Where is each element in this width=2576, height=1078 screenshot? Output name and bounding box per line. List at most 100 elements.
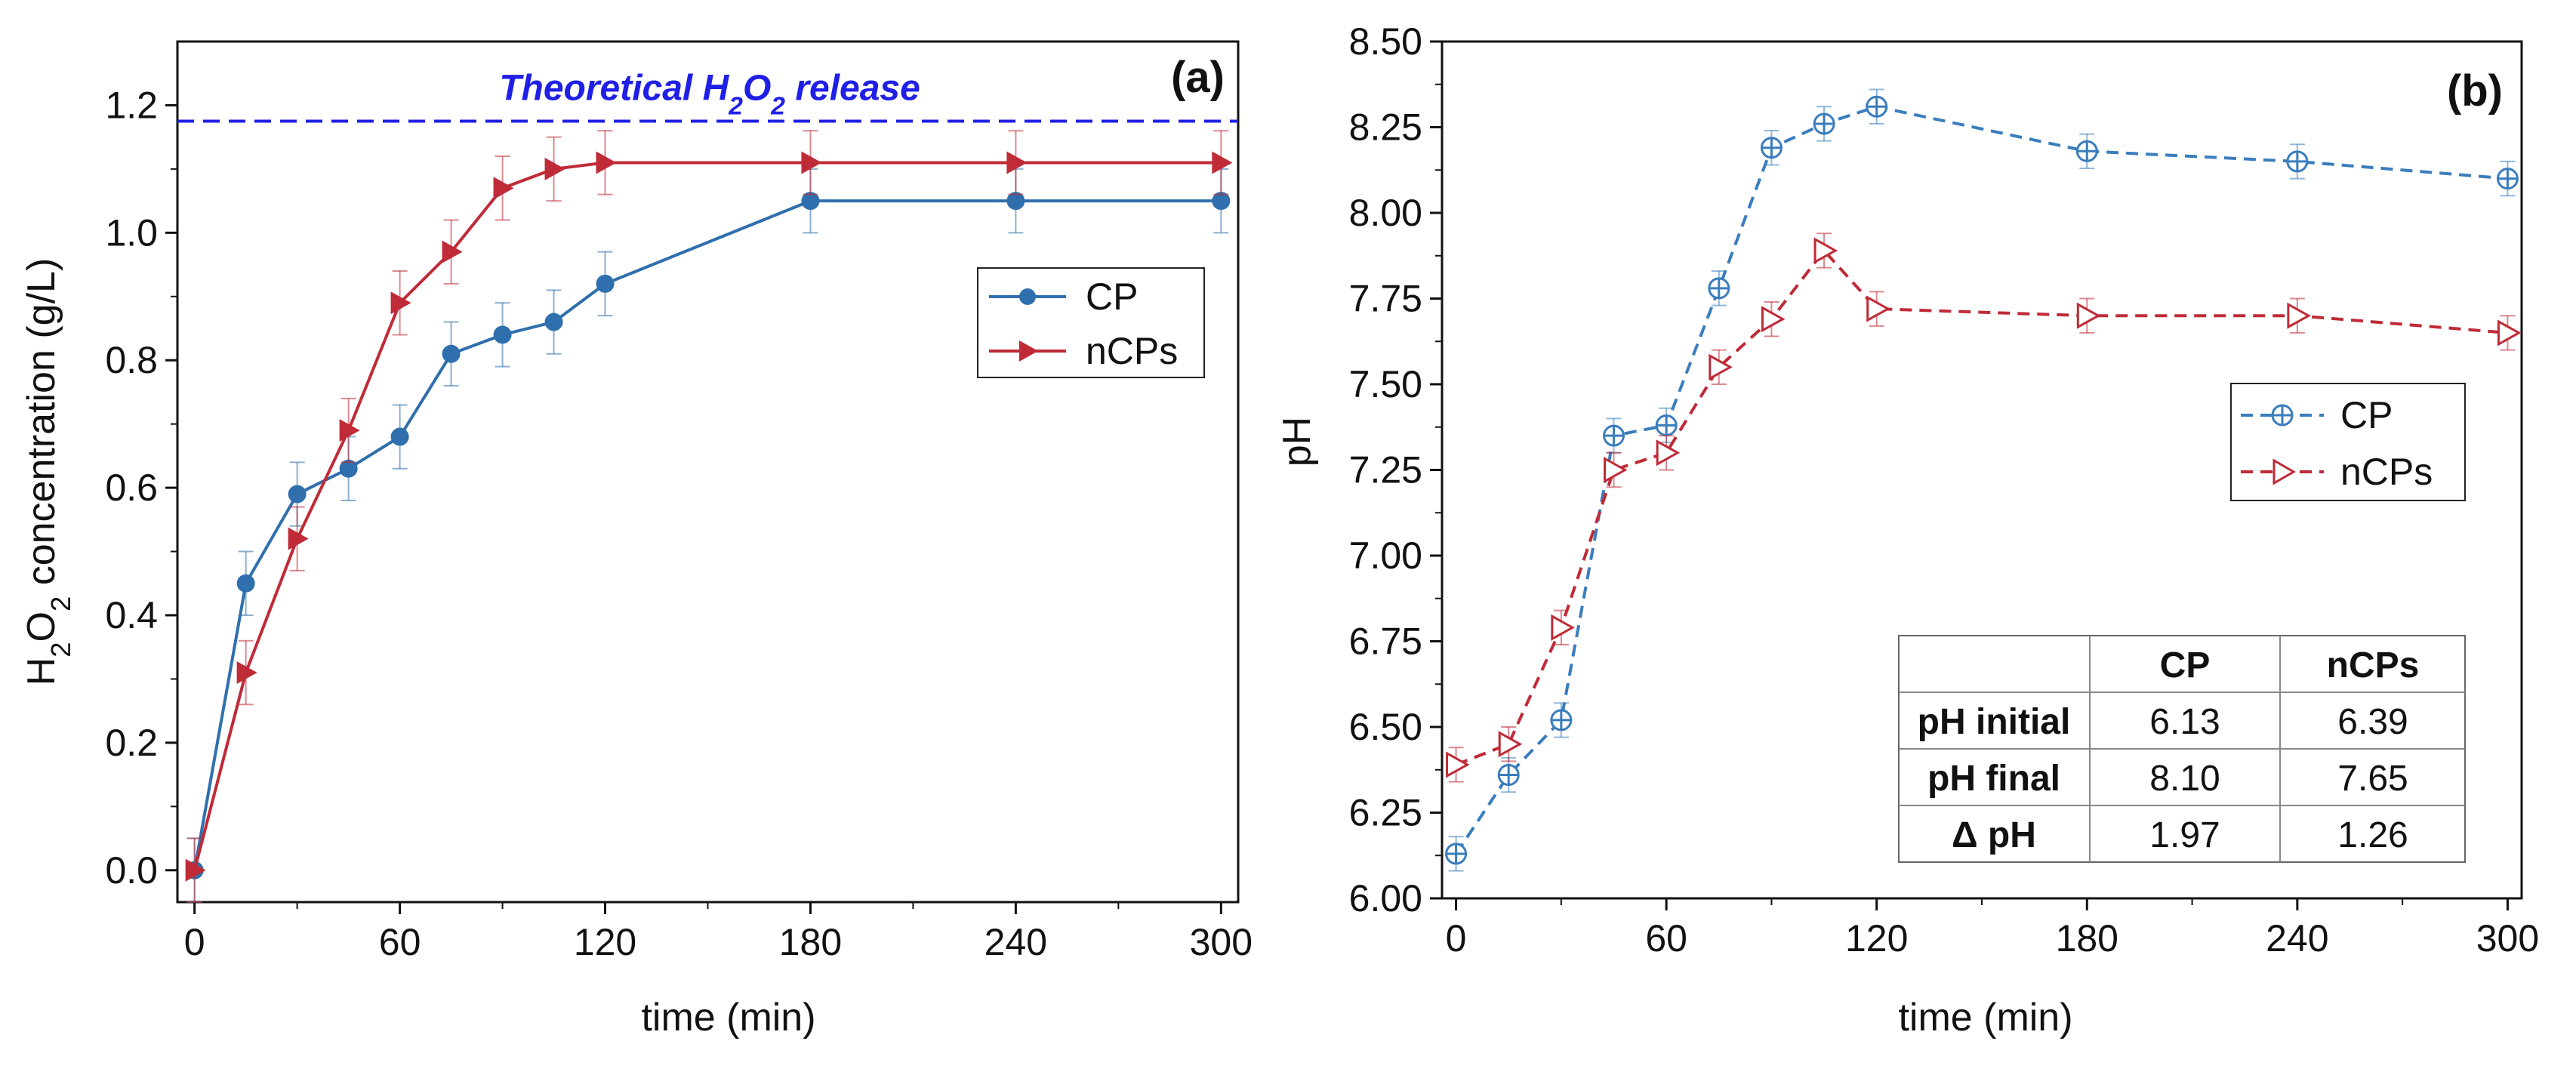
series-cp-point [1708, 277, 1730, 300]
series-ncps-point [1006, 151, 1028, 174]
panel-a-y-axis-label: H2O2 concentration (g/L) [20, 258, 76, 686]
y-tick-label: 7.50 [1349, 363, 1422, 405]
series-cp-point [1212, 192, 1231, 211]
panel-b-y-axis-label: pH [1275, 417, 1319, 467]
series-ncps-point [2287, 302, 2311, 329]
ph-summary-table: CP nCPs pH initial 6.13 6.39 pH final 8.… [1898, 635, 2466, 863]
legend-marker-ncps-b [2272, 458, 2297, 485]
panel-b-legend: CP nCPs [2230, 383, 2466, 501]
series-ncps-point [493, 177, 514, 200]
y-tick-label: 0.0 [105, 849, 158, 892]
x-tick-label: 120 [574, 921, 636, 963]
y-tick-label: 1.2 [105, 84, 158, 126]
series-cp-point [288, 485, 307, 504]
y-tick-label: 6.00 [1349, 877, 1422, 919]
table-cell: 1.97 [2149, 815, 2220, 855]
series-ncps-point [236, 661, 257, 684]
y-tick-label: 8.25 [1349, 106, 1422, 149]
panel-b-legend-box [2230, 383, 2466, 501]
panel-a-reference-label: Theoretical H2O2 release [499, 69, 920, 121]
x-tick-label: 300 [2476, 917, 2539, 959]
series-cp-point [1760, 137, 1783, 159]
series-ncps-point [596, 151, 617, 174]
panel-b-x-axis-label: time (min) [1898, 996, 2072, 1040]
series-ncps-point [339, 419, 360, 442]
x-tick-label: 60 [379, 921, 421, 963]
series-cp-point [390, 427, 409, 446]
legend-label-ncps: nCPs [1086, 330, 1178, 372]
series-ncps-point [1709, 353, 1733, 380]
series-cp-point [2496, 168, 2519, 190]
x-tick-label: 180 [779, 921, 842, 963]
panel-a-legend-box [977, 267, 1205, 378]
x-tick-label: 60 [1645, 917, 1687, 959]
x-tick-label: 300 [1190, 921, 1253, 963]
series-ncps-point [1498, 731, 1523, 758]
series-cp-point [236, 574, 255, 593]
y-tick-label: 8.50 [1349, 20, 1422, 63]
series-cp-point [1497, 764, 1520, 787]
series-cp-line [193, 199, 1222, 871]
table-cell: 1.26 [2337, 815, 2408, 855]
table-row-label: Δ pH [1952, 815, 2036, 855]
series-ncps-point [801, 151, 822, 174]
series-cp-point [339, 459, 358, 478]
series-ncps-point [1656, 439, 1681, 467]
series-ncps-point [1604, 456, 1628, 484]
series-cp-point [442, 344, 461, 363]
y-tick-label: 0.2 [105, 722, 158, 764]
panel-b-chart: 0 60 120 180 240 300 6.00 6.25 6.50 6.75 7.00 7.25 7… [1275, 20, 2539, 1040]
table-header-cp: CP [2160, 645, 2211, 685]
x-tick-label: 180 [2056, 917, 2118, 959]
y-tick-label: 8.00 [1349, 192, 1422, 234]
table-cell: 7.65 [2337, 759, 2408, 799]
series-cp-point [801, 192, 820, 211]
series-cp-point [2286, 150, 2309, 173]
x-tick-label: 240 [984, 921, 1047, 963]
series-cp-point [1603, 424, 1625, 447]
table-row-label: pH initial [1918, 702, 2071, 742]
panel-b-ticks: 0 60 120 180 240 300 6.00 6.25 6.50 6.75 7.00 7.25 7… [1349, 20, 2539, 959]
series-ncps-point [1866, 295, 1890, 322]
series-cp-point [1445, 842, 1468, 865]
y-tick-label: 7.00 [1349, 534, 1422, 577]
series-cp-line [1454, 105, 2508, 855]
series-ncps-point [390, 291, 411, 315]
table-cell: 6.13 [2149, 702, 2220, 742]
y-tick-label: 6.75 [1349, 621, 1422, 663]
legend-label-cp-b: CP [2340, 394, 2393, 436]
table-cell: 8.10 [2149, 759, 2220, 799]
series-ncps-line [1455, 248, 2508, 766]
series-ncps-point [442, 240, 463, 263]
series-ncps-point [544, 157, 565, 180]
y-tick-label: 0.8 [105, 339, 158, 381]
series-cp-point [1813, 112, 1835, 135]
panel-b-label: (b) [2447, 66, 2503, 116]
legend-label-cp: CP [1086, 276, 1138, 318]
legend-marker-cp [1019, 288, 1036, 305]
series-cp-point [596, 274, 615, 293]
table-header-ncps: nCPs [2327, 645, 2420, 685]
panel-a-series [185, 130, 1233, 903]
y-tick-label: 6.50 [1349, 706, 1422, 748]
series-ncps-point [1761, 306, 1786, 333]
panel-a-legend: CP nCPs [977, 267, 1205, 378]
series-cp-point [544, 313, 563, 331]
series-cp-point [493, 325, 512, 344]
series-ncps-point [1551, 614, 1575, 641]
y-tick-label: 1.0 [105, 211, 158, 254]
y-tick-label: 7.75 [1349, 278, 1422, 320]
y-tick-label: 0.4 [105, 594, 158, 636]
series-ncps-point [1446, 751, 1470, 778]
y-tick-label: 6.25 [1349, 792, 1422, 834]
series-ncps-line [193, 161, 1222, 871]
panel-b-series [1445, 88, 2522, 872]
table-cell: 6.39 [2337, 702, 2408, 742]
series-cp-point [1655, 414, 1678, 436]
series-ncps-point [185, 858, 206, 882]
series-cp-point [1866, 95, 1888, 118]
series-cp-point [2075, 140, 2098, 162]
panel-a-ticks: 0 60 120 180 240 300 0.0 0.2 0.4 0.6 0.8 1.0 1.2 [105, 84, 1253, 963]
x-tick-label: 0 [1446, 917, 1467, 959]
